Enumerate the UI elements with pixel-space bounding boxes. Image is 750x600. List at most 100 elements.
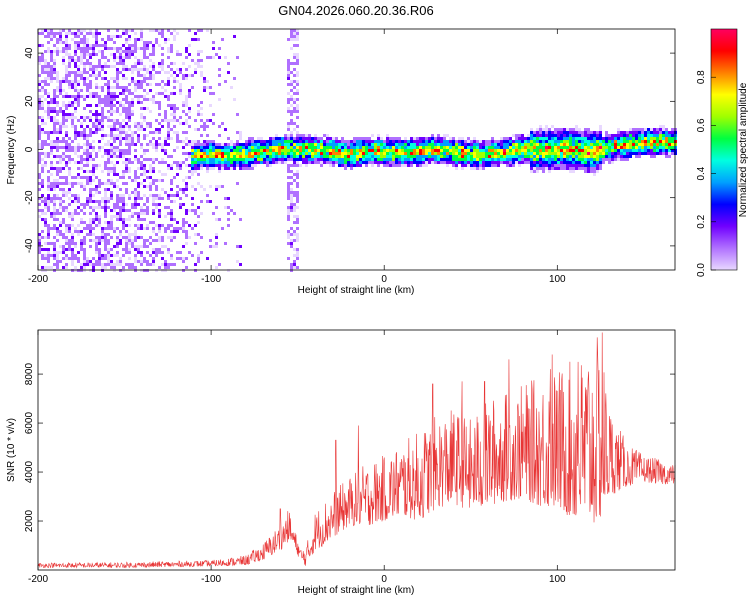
- spectrogram-cell: [368, 155, 371, 158]
- spectrogram-cell: [173, 29, 176, 32]
- spectrogram-cell: [623, 155, 626, 158]
- spectrogram-cell: [122, 104, 125, 107]
- spectrogram-cell: [74, 41, 77, 44]
- spectrogram-cell: [74, 77, 77, 80]
- spectrogram-cell: [593, 155, 596, 158]
- spectrogram-cell: [290, 119, 293, 122]
- spectrogram-cell: [56, 128, 59, 131]
- spectrogram-cell: [167, 134, 170, 137]
- spectrogram-cell: [497, 155, 500, 158]
- spectrogram-cell: [41, 167, 44, 170]
- spectrogram-cell: [443, 155, 446, 158]
- spectrogram-cell: [158, 104, 161, 107]
- spectrogram-cell: [590, 143, 593, 146]
- spectrogram-cell: [62, 89, 65, 92]
- spectrogram-cell: [269, 143, 272, 146]
- spectrogram-cell: [59, 251, 62, 254]
- spectrogram-cell: [347, 164, 350, 167]
- spectrogram-cell: [62, 47, 65, 50]
- spectrogram-cell: [536, 170, 539, 173]
- spectrogram-cell: [536, 152, 539, 155]
- spectrogram-cell: [128, 239, 131, 242]
- spectrogram-cell: [530, 131, 533, 134]
- spectrogram-cell: [383, 140, 386, 143]
- spectrogram-cell: [239, 218, 242, 221]
- spectrogram-cell: [62, 29, 65, 32]
- spectrogram-cell: [77, 260, 80, 263]
- spectrogram-cell: [98, 251, 101, 254]
- spectrogram-cell: [305, 155, 308, 158]
- spectrogram-cell: [71, 158, 74, 161]
- spectrogram-cell: [176, 32, 179, 35]
- spectrogram-cell: [197, 164, 200, 167]
- spectrogram-cell: [239, 158, 242, 161]
- spectrogram-cell: [50, 149, 53, 152]
- spectrogram-cell: [611, 143, 614, 146]
- spectrogram-cell: [404, 137, 407, 140]
- spectrogram-cell: [590, 164, 593, 167]
- spectrogram-cell: [125, 113, 128, 116]
- spectrogram-cell: [209, 161, 212, 164]
- spectrogram-cell: [629, 137, 632, 140]
- spectrogram-cell: [173, 77, 176, 80]
- spectrogram-cell: [131, 131, 134, 134]
- spectrogram-cell: [293, 215, 296, 218]
- spectrogram-cell: [212, 158, 215, 161]
- spectrogram-cell: [62, 59, 65, 62]
- spectrogram-cell: [95, 239, 98, 242]
- spectrogram-cell: [452, 143, 455, 146]
- y-tick-label: 40: [24, 47, 35, 59]
- spectrogram-cell: [647, 143, 650, 146]
- spectrogram-cell: [146, 122, 149, 125]
- spectrogram-cell: [257, 158, 260, 161]
- spectrogram-cell: [98, 191, 101, 194]
- spectrogram-cell: [65, 254, 68, 257]
- spectrogram-cell: [113, 167, 116, 170]
- spectrogram-cell: [74, 131, 77, 134]
- spectrogram-cell: [452, 146, 455, 149]
- spectrogram-cell: [269, 146, 272, 149]
- spectrogram-cell: [77, 47, 80, 50]
- spectrogram-cell: [140, 32, 143, 35]
- spectrogram-cell: [107, 167, 110, 170]
- spectrogram-cell: [185, 50, 188, 53]
- spectrogram-cell: [425, 155, 428, 158]
- spectrogram-cell: [164, 110, 167, 113]
- spectrogram-cell: [146, 47, 149, 50]
- spectrogram-cell: [134, 143, 137, 146]
- spectrogram-cell: [65, 164, 68, 167]
- spectrogram-cell: [173, 116, 176, 119]
- spectrogram-cell: [254, 140, 257, 143]
- spectrogram-cell: [131, 212, 134, 215]
- spectrogram-cell: [275, 143, 278, 146]
- colorbar-tick-label: 0.0: [696, 263, 707, 277]
- spectrogram-cell: [140, 80, 143, 83]
- spectrogram-cell: [392, 143, 395, 146]
- spectrogram-cell: [68, 149, 71, 152]
- spectrogram-cell: [137, 203, 140, 206]
- spectrogram-cell: [458, 137, 461, 140]
- spectrogram-cell: [77, 119, 80, 122]
- spectrogram-cell: [83, 41, 86, 44]
- spectrogram-cell: [479, 161, 482, 164]
- spectrogram-cell: [542, 131, 545, 134]
- spectrogram-cell: [110, 263, 113, 266]
- spectrogram-cell: [59, 92, 62, 95]
- spectrogram-cell: [47, 29, 50, 32]
- spectrogram-cell: [530, 137, 533, 140]
- spectrogram-cell: [362, 140, 365, 143]
- spectrogram-cell: [56, 260, 59, 263]
- spectrogram-cell: [236, 149, 239, 152]
- spectrogram-cell: [173, 92, 176, 95]
- spectrogram-cell: [71, 242, 74, 245]
- spectrogram-cell: [107, 38, 110, 41]
- spectrogram-cell: [38, 137, 41, 140]
- spectrogram-cell: [584, 140, 587, 143]
- spectrogram-cell: [164, 191, 167, 194]
- spectrogram-cell: [77, 68, 80, 71]
- spectrogram-cell: [68, 170, 71, 173]
- spectrogram-cell: [65, 146, 68, 149]
- spectrogram-cell: [371, 158, 374, 161]
- spectrogram-cell: [425, 140, 428, 143]
- spectrogram-cell: [44, 68, 47, 71]
